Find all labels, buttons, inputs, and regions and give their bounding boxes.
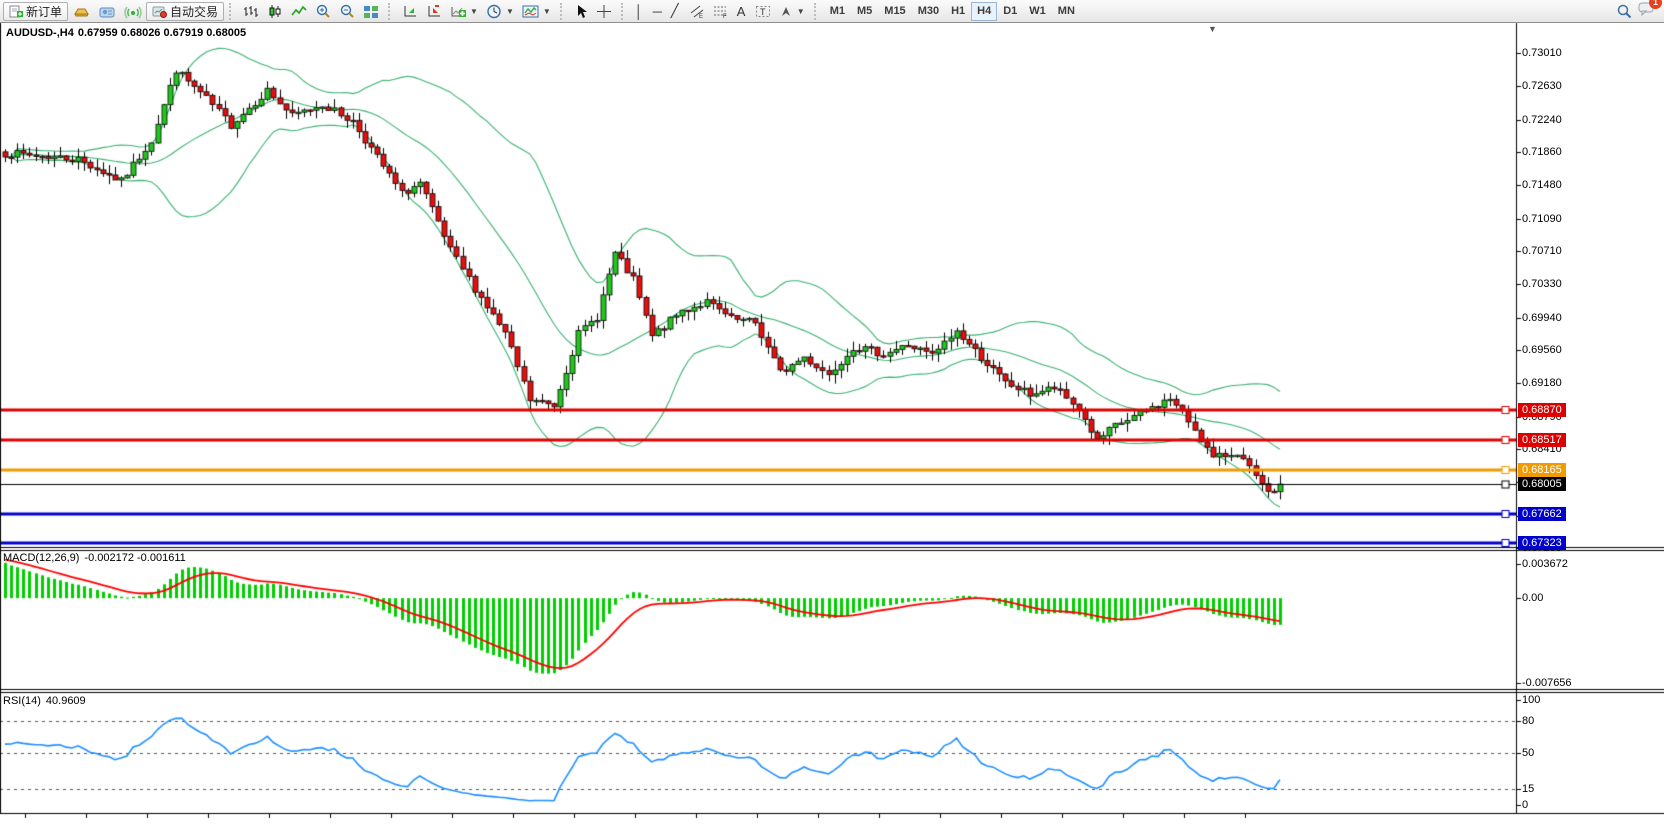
- indicator-window-remove-button[interactable]: [422, 2, 446, 21]
- zoom-in-button[interactable]: [311, 2, 335, 21]
- svg-text:F: F: [723, 14, 727, 19]
- add-indicator-icon: [451, 6, 467, 17]
- timeframe-m1[interactable]: M1: [829, 5, 845, 17]
- chat-badge: 1: [1649, 0, 1662, 9]
- community-icon: [99, 7, 115, 17]
- timeframe-m15[interactable]: M15: [884, 5, 906, 17]
- caret-down-icon: ▼: [796, 6, 805, 16]
- toolbar-right: 1: [1616, 0, 1662, 21]
- chat-button[interactable]: 1: [1638, 0, 1662, 21]
- candlestick-chart-icon: [269, 4, 281, 18]
- timeframe-m30[interactable]: M30: [917, 5, 940, 17]
- line-chart-button[interactable]: [287, 2, 311, 21]
- vertical-line-tool[interactable]: │: [634, 3, 643, 19]
- tile-windows-button[interactable]: [359, 2, 383, 21]
- svg-text:E: E: [699, 14, 703, 19]
- trend-line-tool[interactable]: ╱: [670, 3, 679, 18]
- chart-template-icon: [522, 5, 539, 17]
- search-icon[interactable]: [1616, 3, 1632, 19]
- new-order-label: 新订单: [26, 4, 63, 19]
- toolbar-separator: [388, 2, 394, 20]
- arrow-objects-icon: [781, 6, 790, 16]
- market-button[interactable]: [120, 2, 146, 21]
- timeframe-mn[interactable]: MN: [1057, 5, 1075, 17]
- timeframe-m5[interactable]: M5: [857, 5, 873, 17]
- zoom-out-button[interactable]: [335, 2, 359, 21]
- timeframe-group: M1 M5 M15 M30 H1 H4 D1 W1 MN: [824, 1, 1081, 21]
- bar-chart-icon: [244, 5, 259, 17]
- indicator-window-remove-icon: [428, 4, 441, 16]
- toolbar-separator: [229, 2, 235, 20]
- timeframe-h1[interactable]: H1: [951, 5, 966, 17]
- zoom-in-icon: [316, 4, 330, 18]
- timeframe-w1[interactable]: W1: [1029, 5, 1046, 17]
- market-signal-icon: [124, 6, 142, 18]
- clock-icon: [487, 4, 501, 18]
- zoom-out-icon: [340, 4, 354, 18]
- community-button[interactable]: [94, 2, 120, 21]
- crosshair-tool[interactable]: [592, 2, 616, 21]
- cursor-icon: [577, 4, 587, 18]
- line-chart-icon: [291, 5, 307, 15]
- chart-template-dropdown[interactable]: ▼: [518, 2, 555, 21]
- caret-down-icon: ▼: [542, 6, 551, 16]
- tile-windows-icon: [364, 5, 379, 18]
- new-order-button[interactable]: 新订单: [3, 1, 69, 21]
- text-label-tool[interactable]: T: [751, 2, 775, 21]
- toolbar-separator: [620, 2, 627, 20]
- deposit-gold-icon: [74, 8, 89, 16]
- toolbar-separator: [813, 2, 820, 20]
- timeframe-h4[interactable]: H4: [971, 1, 998, 21]
- indicator-window-add-icon: [404, 5, 417, 16]
- deposit-gold-button[interactable]: [68, 2, 94, 21]
- arrow-objects-dropdown[interactable]: ▼: [775, 2, 809, 21]
- text-tool[interactable]: A: [736, 3, 746, 19]
- auto-trading-icon: [152, 6, 168, 18]
- horizontal-line-tool[interactable]: ─: [652, 3, 663, 19]
- fibonacci-tool[interactable]: F: [709, 2, 733, 21]
- period-dropdown[interactable]: ▼: [482, 2, 518, 21]
- toolbar-separator: [559, 2, 566, 20]
- add-indicator-dropdown[interactable]: ▼: [446, 2, 482, 21]
- text-label-icon: T: [755, 5, 770, 17]
- crosshair-icon: [596, 4, 611, 18]
- indicator-window-add-button[interactable]: [398, 2, 422, 21]
- bar-chart-button[interactable]: [239, 2, 263, 21]
- auto-trading-label: 自动交易: [170, 4, 219, 19]
- candlestick-chart-button[interactable]: [263, 2, 287, 21]
- equidistant-channel-tool[interactable]: E: [685, 2, 709, 21]
- equidistant-channel-icon: E: [690, 5, 704, 19]
- cursor-tool[interactable]: [570, 2, 592, 21]
- svg-text:T: T: [760, 7, 766, 17]
- fibonacci-icon: F: [713, 6, 727, 19]
- caret-down-icon: ▼: [505, 6, 514, 16]
- toolbar: 新订单 自动交易 ▼ ▼: [0, 0, 1664, 23]
- timeframe-d1[interactable]: D1: [1003, 5, 1018, 17]
- auto-trading-button[interactable]: 自动交易: [146, 1, 225, 21]
- caret-down-icon: ▼: [470, 6, 478, 16]
- new-order-icon: [9, 5, 23, 18]
